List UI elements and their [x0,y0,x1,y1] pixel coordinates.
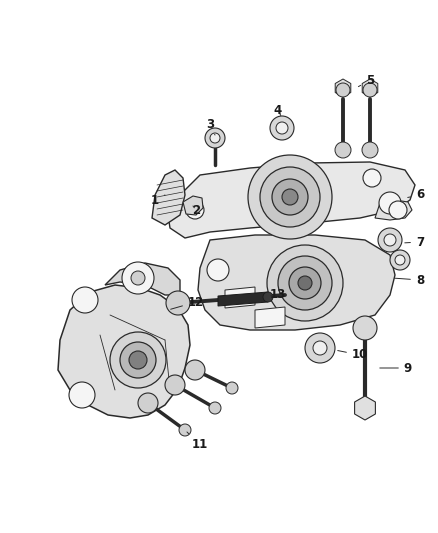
Circle shape [165,375,185,395]
Polygon shape [183,196,203,215]
Text: 5: 5 [358,74,374,87]
Text: 3: 3 [206,118,215,135]
Circle shape [138,393,158,413]
Circle shape [207,259,229,281]
Circle shape [379,192,401,214]
Circle shape [389,201,407,219]
Circle shape [69,382,95,408]
Polygon shape [152,170,185,225]
Circle shape [210,133,220,143]
Text: 12: 12 [171,295,204,309]
Polygon shape [375,200,412,220]
Circle shape [120,342,156,378]
Text: 7: 7 [405,236,424,248]
Polygon shape [198,235,395,330]
Text: 11: 11 [187,432,208,451]
Circle shape [166,291,190,315]
Circle shape [209,402,221,414]
Circle shape [313,341,327,355]
Circle shape [131,271,145,285]
Circle shape [129,351,147,369]
Circle shape [122,262,154,294]
Text: 10: 10 [338,349,368,361]
Circle shape [362,142,378,158]
Circle shape [363,169,381,187]
Circle shape [363,83,377,97]
Circle shape [72,287,98,313]
Circle shape [185,360,205,380]
Polygon shape [225,287,255,308]
Circle shape [186,201,204,219]
Circle shape [205,128,225,148]
Circle shape [336,83,350,97]
Polygon shape [58,285,190,418]
Circle shape [226,382,238,394]
Circle shape [260,167,320,227]
Circle shape [248,155,332,239]
Polygon shape [335,79,351,97]
Circle shape [179,424,191,436]
Circle shape [384,234,396,246]
Circle shape [272,179,308,215]
Circle shape [305,333,335,363]
Circle shape [395,255,405,265]
Polygon shape [362,79,378,97]
Circle shape [298,276,312,290]
Circle shape [282,189,298,205]
Polygon shape [255,307,285,328]
Circle shape [335,142,351,158]
Text: 6: 6 [408,189,424,201]
Text: 2: 2 [192,204,200,216]
Text: 8: 8 [395,273,424,287]
Circle shape [267,245,343,321]
Circle shape [390,250,410,270]
Polygon shape [355,396,375,420]
Circle shape [276,122,288,134]
Polygon shape [105,263,180,295]
Circle shape [263,292,273,302]
Circle shape [270,116,294,140]
Circle shape [353,316,377,340]
Text: 13: 13 [270,288,286,302]
Polygon shape [168,162,415,238]
Text: 1: 1 [151,193,165,206]
Circle shape [378,228,402,252]
Text: 9: 9 [380,361,412,375]
Circle shape [278,256,332,310]
Text: 4: 4 [274,103,282,117]
Circle shape [110,332,166,388]
Circle shape [289,267,321,299]
Polygon shape [218,292,268,306]
